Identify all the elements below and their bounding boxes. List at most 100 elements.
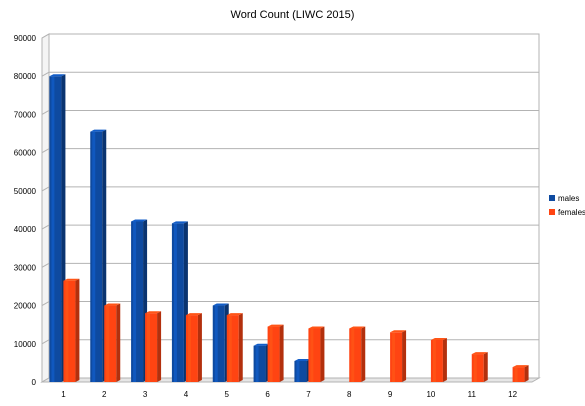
gridline-side xyxy=(41,148,50,154)
x-tick-label: 12 xyxy=(508,390,517,399)
bar-females xyxy=(145,313,158,382)
bar-top xyxy=(253,343,270,346)
legend-item-males: males xyxy=(549,191,585,205)
gridline-side xyxy=(41,110,50,115)
gridline-side xyxy=(41,71,50,77)
x-tick-label: 3 xyxy=(143,390,148,399)
y-tick-label: 80000 xyxy=(14,72,37,81)
bar-highlight xyxy=(65,280,69,382)
bar-highlight xyxy=(214,305,218,382)
bar-top xyxy=(512,365,529,368)
bar-females xyxy=(267,326,280,382)
bar-males xyxy=(131,221,144,382)
bar-females xyxy=(349,328,362,382)
bar-highlight xyxy=(187,315,191,382)
y-tick-label: 30000 xyxy=(14,263,37,272)
bar-females xyxy=(226,315,239,382)
bar-highlight xyxy=(51,76,55,382)
gridline-side xyxy=(41,186,50,192)
bar-females xyxy=(390,332,403,382)
bar-top xyxy=(267,324,284,327)
bar-side xyxy=(238,313,243,382)
x-tick-label: 9 xyxy=(388,390,393,399)
bar-females xyxy=(430,339,443,382)
bar-top xyxy=(131,219,148,222)
bar-top xyxy=(49,74,66,77)
x-tick-label: 2 xyxy=(102,390,107,399)
gridline-side xyxy=(41,33,50,39)
bar-side xyxy=(524,365,529,382)
legend-swatch-males xyxy=(549,195,555,201)
bar-side xyxy=(157,311,162,382)
bar-top xyxy=(308,326,325,329)
bar-top xyxy=(212,303,229,306)
gridline-side xyxy=(41,339,50,345)
bar-side xyxy=(483,352,488,382)
bar-top xyxy=(226,313,243,316)
bar-highlight xyxy=(473,354,477,382)
bar-highlight xyxy=(133,221,137,382)
bar-side xyxy=(197,313,202,382)
bar-females xyxy=(308,328,321,382)
bar-highlight xyxy=(173,223,177,382)
bar-females xyxy=(512,367,525,382)
bar-top xyxy=(145,311,162,314)
bar-top xyxy=(90,129,107,132)
bar-males xyxy=(90,131,103,382)
bar-top xyxy=(63,278,80,281)
bar-highlight xyxy=(514,367,518,382)
y-tick-label: 70000 xyxy=(14,110,37,119)
x-tick-label: 8 xyxy=(347,390,352,399)
bar-highlight xyxy=(228,315,232,382)
bar-highlight xyxy=(392,332,396,382)
legend-label-males: males xyxy=(558,193,580,203)
x-tick-label: 1 xyxy=(61,390,66,399)
y-tick-label: 20000 xyxy=(14,302,37,311)
bar-side xyxy=(75,278,80,382)
floor xyxy=(40,377,541,383)
bar-males xyxy=(294,360,307,382)
y-tick-label: 50000 xyxy=(14,187,37,196)
bar-highlight xyxy=(296,360,300,382)
bar-males xyxy=(253,345,266,382)
bar-top xyxy=(471,352,488,355)
x-tick-label: 7 xyxy=(306,390,311,399)
bar-top xyxy=(390,330,407,333)
legend: males females xyxy=(549,191,585,219)
chart-title: Word Count (LIWC 2015) xyxy=(230,9,355,21)
bar-top xyxy=(349,326,366,329)
gridline-side xyxy=(41,301,50,306)
y-tick-label: 10000 xyxy=(14,340,37,349)
side-wall xyxy=(41,33,50,383)
gridline-side xyxy=(41,262,50,268)
bar-males xyxy=(171,223,184,382)
bar-side xyxy=(402,330,407,382)
bar-top xyxy=(171,221,188,224)
bar-highlight xyxy=(351,328,355,382)
bar-males xyxy=(49,76,62,382)
bar-side xyxy=(320,326,325,382)
bar-top xyxy=(185,313,202,316)
x-tick-label: 4 xyxy=(184,390,189,399)
bar-side xyxy=(361,326,366,382)
bar-highlight xyxy=(432,339,436,382)
bar-side xyxy=(116,303,121,382)
x-tick-label: 6 xyxy=(265,390,270,399)
bar-highlight xyxy=(255,345,259,382)
y-tick-label: 90000 xyxy=(14,34,37,43)
bar-females xyxy=(104,305,117,382)
bar-top xyxy=(430,337,447,340)
bar-top xyxy=(104,303,121,306)
bar-side xyxy=(442,337,447,382)
bar-females xyxy=(185,315,198,382)
bar-males xyxy=(212,305,225,382)
gridline-side xyxy=(41,224,50,230)
bar-top xyxy=(294,358,311,361)
bar-females xyxy=(63,280,76,382)
x-tick-label: 10 xyxy=(426,390,435,399)
x-tick-label: 11 xyxy=(468,390,477,399)
bar-highlight xyxy=(269,326,273,382)
legend-item-females: females xyxy=(549,205,585,219)
